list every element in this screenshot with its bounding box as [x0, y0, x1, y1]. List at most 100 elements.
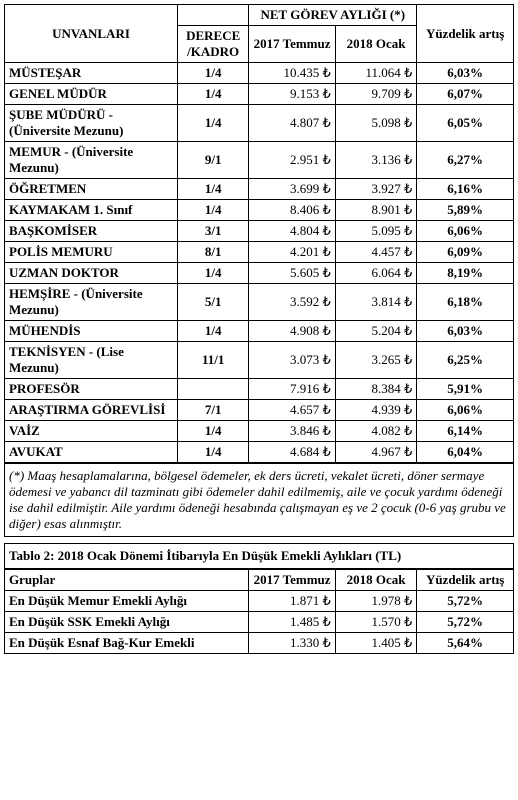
footnote-text: (*) Maaş hesaplamalarına, bölgesel ödeme… — [5, 464, 514, 537]
row-2018: 9.709 ₺ — [335, 84, 416, 105]
header-2017: 2017 Temmuz — [249, 570, 336, 591]
table-row: KAYMAKAM 1. Sınıf1/48.406 ₺8.901 ₺5,89% — [5, 200, 514, 221]
header-2017: 2017 Temmuz — [249, 26, 336, 63]
row-pct: 6,18% — [417, 284, 514, 321]
row-derece: 9/1 — [178, 142, 249, 179]
row-2018: 5.098 ₺ — [335, 105, 416, 142]
pension-table: Gruplar 2017 Temmuz 2018 Ocak Yüzdelik a… — [4, 569, 514, 654]
row-2017: 9.153 ₺ — [249, 84, 336, 105]
row-derece: 1/4 — [178, 321, 249, 342]
row-pct: 6,04% — [417, 442, 514, 463]
row-pct: 8,19% — [417, 263, 514, 284]
header-netgorev: NET GÖREV AYLIĞI (*) — [249, 5, 417, 26]
header-gruplar: Gruplar — [5, 570, 249, 591]
row-derece: 1/4 — [178, 63, 249, 84]
row-pct: 6,03% — [417, 63, 514, 84]
table-row: PROFESÖR7.916 ₺8.384 ₺5,91% — [5, 379, 514, 400]
row-derece: 1/4 — [178, 421, 249, 442]
header-derece: DERECE /KADRO — [178, 26, 249, 63]
row-title: En Düşük SSK Emekli Aylığı — [5, 612, 249, 633]
row-pct: 6,25% — [417, 342, 514, 379]
row-derece: 1/4 — [178, 442, 249, 463]
header-2018: 2018 Ocak — [335, 26, 416, 63]
row-title: KAYMAKAM 1. Sınıf — [5, 200, 178, 221]
header-row-1: UNVANLARI NET GÖREV AYLIĞI (*) Yüzdelik … — [5, 5, 514, 26]
row-pct: 6,14% — [417, 421, 514, 442]
table-row: AVUKAT1/44.684 ₺4.967 ₺6,04% — [5, 442, 514, 463]
row-derece: 8/1 — [178, 242, 249, 263]
row-title: En Düşük Memur Emekli Aylığı — [5, 591, 249, 612]
table-row: POLİS MEMURU8/14.201 ₺4.457 ₺6,09% — [5, 242, 514, 263]
table-row: VAİZ1/43.846 ₺4.082 ₺6,14% — [5, 421, 514, 442]
row-title: ÖĞRETMEN — [5, 179, 178, 200]
row-derece: 1/4 — [178, 179, 249, 200]
row-derece: 1/4 — [178, 84, 249, 105]
row-2017: 10.435 ₺ — [249, 63, 336, 84]
row-pct: 6,05% — [417, 105, 514, 142]
row-2017: 1.871 ₺ — [249, 591, 336, 612]
table-row: ŞUBE MÜDÜRÜ - (Üniversite Mezunu)1/44.80… — [5, 105, 514, 142]
row-title: ŞUBE MÜDÜRÜ - (Üniversite Mezunu) — [5, 105, 178, 142]
row-2017: 7.916 ₺ — [249, 379, 336, 400]
row-pct: 6,16% — [417, 179, 514, 200]
row-2018: 3.814 ₺ — [335, 284, 416, 321]
row-title: MÜHENDİS — [5, 321, 178, 342]
row-derece: 7/1 — [178, 400, 249, 421]
row-2018: 4.082 ₺ — [335, 421, 416, 442]
row-pct: 5,89% — [417, 200, 514, 221]
row-derece: 3/1 — [178, 221, 249, 242]
row-2017: 3.699 ₺ — [249, 179, 336, 200]
row-2018: 1.570 ₺ — [335, 612, 416, 633]
row-2017: 3.846 ₺ — [249, 421, 336, 442]
footnote-table: (*) Maaş hesaplamalarına, bölgesel ödeme… — [4, 463, 514, 537]
table2-caption: Tablo 2: 2018 Ocak Dönemi İtibarıyla En … — [5, 544, 514, 569]
row-title: POLİS MEMURU — [5, 242, 178, 263]
row-derece — [178, 379, 249, 400]
header-unvanlari: UNVANLARI — [5, 5, 178, 63]
row-2018: 4.939 ₺ — [335, 400, 416, 421]
row-2017: 1.485 ₺ — [249, 612, 336, 633]
row-pct: 6,06% — [417, 221, 514, 242]
table-row: MEMUR - (Üniversite Mezunu)9/12.951 ₺3.1… — [5, 142, 514, 179]
row-2018: 11.064 ₺ — [335, 63, 416, 84]
row-2018: 8.901 ₺ — [335, 200, 416, 221]
row-derece: 1/4 — [178, 200, 249, 221]
row-pct: 5,72% — [417, 591, 514, 612]
row-title: VAİZ — [5, 421, 178, 442]
row-2017: 4.908 ₺ — [249, 321, 336, 342]
row-2017: 4.657 ₺ — [249, 400, 336, 421]
row-pct: 6,27% — [417, 142, 514, 179]
row-2017: 3.592 ₺ — [249, 284, 336, 321]
table-row: En Düşük SSK Emekli Aylığı1.485 ₺1.570 ₺… — [5, 612, 514, 633]
row-derece: 1/4 — [178, 263, 249, 284]
row-pct: 6,06% — [417, 400, 514, 421]
row-title: ARAŞTIRMA GÖREVLİSİ — [5, 400, 178, 421]
row-2017: 4.684 ₺ — [249, 442, 336, 463]
row-derece: 5/1 — [178, 284, 249, 321]
header-pct: Yüzdelik artış — [417, 5, 514, 63]
row-2017: 8.406 ₺ — [249, 200, 336, 221]
row-2017: 4.804 ₺ — [249, 221, 336, 242]
row-2018: 6.064 ₺ — [335, 263, 416, 284]
table-row: ÖĞRETMEN1/43.699 ₺3.927 ₺6,16% — [5, 179, 514, 200]
row-2018: 3.136 ₺ — [335, 142, 416, 179]
table-row: MÜSTEŞAR1/410.435 ₺11.064 ₺6,03% — [5, 63, 514, 84]
header-row: Gruplar 2017 Temmuz 2018 Ocak Yüzdelik a… — [5, 570, 514, 591]
table-row: UZMAN DOKTOR1/45.605 ₺6.064 ₺8,19% — [5, 263, 514, 284]
row-title: En Düşük Esnaf Bağ-Kur Emekli — [5, 633, 249, 654]
row-pct: 5,64% — [417, 633, 514, 654]
table-row: GENEL MÜDÜR1/49.153 ₺9.709 ₺6,07% — [5, 84, 514, 105]
row-title: TEKNİSYEN - (Lise Mezunu) — [5, 342, 178, 379]
row-2017: 4.201 ₺ — [249, 242, 336, 263]
table-row: BAŞKOMİSER3/14.804 ₺5.095 ₺6,06% — [5, 221, 514, 242]
row-pct: 6,09% — [417, 242, 514, 263]
row-title: AVUKAT — [5, 442, 178, 463]
table-row: TEKNİSYEN - (Lise Mezunu)11/13.073 ₺3.26… — [5, 342, 514, 379]
row-title: HEMŞİRE - (Üniversite Mezunu) — [5, 284, 178, 321]
row-title: PROFESÖR — [5, 379, 178, 400]
row-pct: 5,72% — [417, 612, 514, 633]
row-2017: 3.073 ₺ — [249, 342, 336, 379]
table-row: MÜHENDİS1/44.908 ₺5.204 ₺6,03% — [5, 321, 514, 342]
row-pct: 5,91% — [417, 379, 514, 400]
row-2018: 1.978 ₺ — [335, 591, 416, 612]
